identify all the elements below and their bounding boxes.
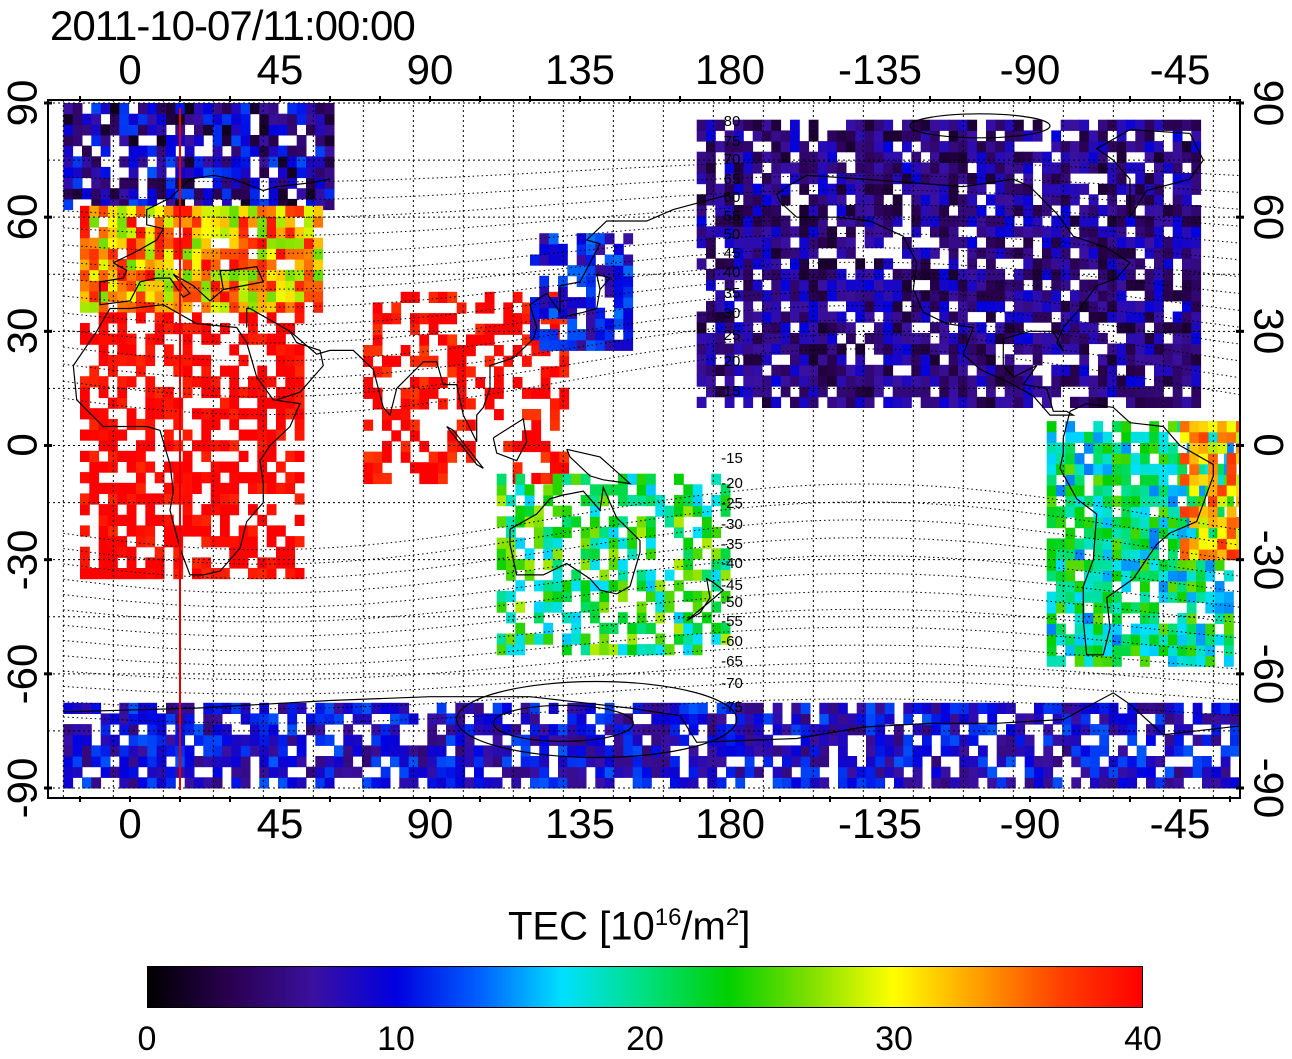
- contour-label: 15: [724, 383, 741, 400]
- contour-label: -15: [721, 450, 743, 467]
- contour-label: 60: [724, 189, 741, 206]
- y-tick-right: 30: [1244, 307, 1292, 355]
- contour-label: 40: [724, 264, 741, 281]
- y-tick-right: 60: [1244, 193, 1292, 241]
- contour-label: -50: [721, 594, 743, 611]
- x-tick-top: -135: [837, 46, 923, 93]
- colorbar-tick: 40: [1124, 1020, 1162, 1058]
- y-tick-right: -60: [1244, 643, 1292, 705]
- y-tick-right: 90: [1244, 79, 1292, 127]
- contour-label: 30: [724, 305, 741, 322]
- x-tick-top: 0: [118, 46, 142, 93]
- y-tick-left: -30: [0, 529, 45, 591]
- y-tick-right: -30: [1244, 529, 1292, 591]
- contour-label: 25: [724, 327, 741, 344]
- contour-label: -60: [721, 633, 743, 650]
- x-tick-top: 45: [256, 46, 304, 93]
- plot-title: 2011-10-07/11:00:00: [50, 2, 416, 49]
- y-tick-right: 0: [1245, 433, 1292, 457]
- contour-label: -35: [721, 536, 743, 553]
- colorbar-tick: 20: [626, 1020, 664, 1058]
- contour-label: 75: [724, 133, 741, 150]
- contour-label: -25: [721, 495, 743, 512]
- contour-label: -75: [721, 699, 743, 716]
- colorbar-tick: 0: [137, 1020, 157, 1058]
- x-tick-top: -45: [1149, 46, 1211, 93]
- magnetic-contours: [63, 113, 1240, 759]
- contour-label: -70: [721, 675, 743, 692]
- x-tick-bottom: 45: [256, 800, 304, 847]
- colorbar: [147, 966, 1143, 1008]
- contour-label: 65: [724, 171, 741, 188]
- contour-label: 45: [724, 245, 741, 262]
- tec-data-layer: [63, 103, 1240, 789]
- x-tick-bottom: -90: [999, 800, 1061, 847]
- colorbar-tick: 10: [377, 1020, 415, 1058]
- contour-label: 80: [724, 113, 741, 130]
- x-tick-bottom: 90: [406, 800, 454, 847]
- graticule: [48, 100, 1240, 798]
- contour-label: -55: [721, 613, 743, 630]
- y-tick-left: 0: [0, 433, 46, 457]
- x-tick-bottom: 180: [694, 800, 766, 847]
- map-frame: [47, 99, 1241, 799]
- coastlines: [63, 128, 1240, 743]
- y-tick-left: -60: [0, 643, 45, 705]
- frame-ticks: [44, 96, 1244, 802]
- contour-label: 50: [724, 226, 741, 243]
- contour-label: -30: [721, 516, 743, 533]
- x-tick-bottom: 0: [118, 800, 142, 847]
- contour-label: 55: [724, 208, 741, 225]
- contour-label: -45: [721, 577, 743, 594]
- contour-label: 20: [724, 353, 741, 370]
- y-tick-left: 90: [0, 79, 45, 127]
- contour-label: 70: [724, 151, 741, 168]
- contour-label: -65: [721, 653, 743, 670]
- x-tick-top: 135: [544, 46, 616, 93]
- y-tick-left: -90: [0, 757, 45, 819]
- contour-label: -20: [721, 475, 743, 492]
- contour-label: 35: [724, 285, 741, 302]
- y-tick-right: -90: [1244, 757, 1292, 819]
- colorbar-tick: 30: [875, 1020, 913, 1058]
- y-tick-left: 30: [0, 307, 45, 355]
- x-tick-top: 90: [406, 46, 454, 93]
- colorbar-title: TEC [1016/m2]: [508, 904, 751, 949]
- contour-label: -40: [721, 555, 743, 572]
- x-tick-bottom: -45: [1149, 800, 1211, 847]
- x-tick-top: -90: [999, 46, 1061, 93]
- contour-labels: 8075706560555045403530252015-15-20-25-30…: [721, 113, 743, 716]
- tec-world-map: 8075706560555045403530252015-15-20-25-30…: [44, 96, 1244, 802]
- x-tick-bottom: -135: [837, 800, 923, 847]
- x-tick-top: 180: [694, 46, 766, 93]
- y-tick-left: 60: [0, 193, 45, 241]
- x-tick-bottom: 135: [544, 800, 616, 847]
